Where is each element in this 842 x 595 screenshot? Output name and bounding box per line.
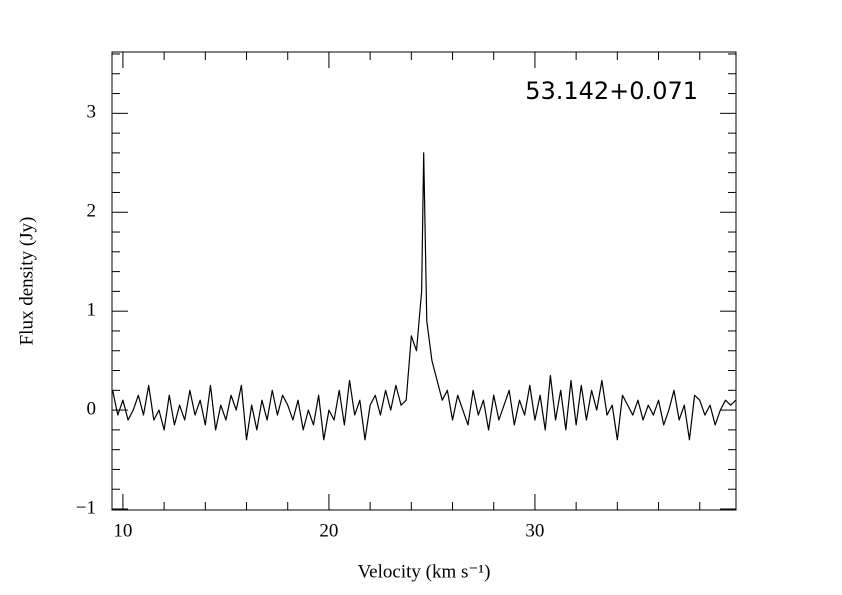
x-tick-label: 20 — [319, 520, 338, 541]
spectrum-line — [112, 152, 737, 441]
x-tick-label: 10 — [113, 520, 132, 541]
y-tick-label: 2 — [87, 201, 97, 222]
y-tick-label: 3 — [87, 102, 97, 123]
y-tick-label: 0 — [87, 398, 97, 419]
y-tick-label: −1 — [76, 497, 96, 518]
y-tick-label: 1 — [87, 300, 97, 321]
annotation: 53.142+0.071 — [525, 77, 698, 105]
x-tick-label: 30 — [525, 520, 544, 541]
plot-frame — [111, 51, 737, 511]
y-axis-label: Flux density (Jy) — [16, 217, 37, 346]
x-axis-label: Velocity (km s⁻¹) — [358, 561, 491, 582]
